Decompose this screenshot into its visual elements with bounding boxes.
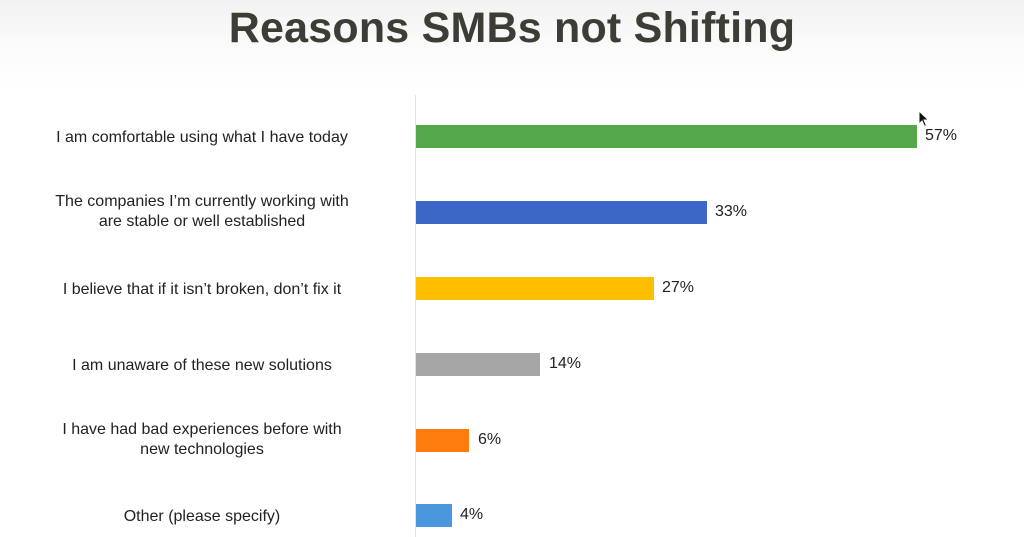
category-label: Other (please specify) bbox=[2, 507, 402, 527]
chart-title: Reasons SMBs not Shifting bbox=[228, 4, 796, 52]
value-label: 33% bbox=[715, 203, 748, 220]
value-label: 6% bbox=[478, 431, 502, 448]
bar-comfortable bbox=[416, 125, 917, 148]
bar-row: I have had bad experiences before with n… bbox=[0, 421, 1024, 458]
category-label-line: Other (please specify) bbox=[123, 508, 281, 525]
y-axis-line bbox=[415, 95, 416, 537]
bar-stable-companies bbox=[416, 201, 707, 224]
bar-not-broken bbox=[416, 277, 654, 300]
category-label: I believe that if it isn’t broken, don’t… bbox=[2, 280, 402, 300]
value-label: 14% bbox=[549, 355, 582, 372]
category-label-line: I believe that if it isn’t broken, don’t… bbox=[62, 281, 342, 298]
category-label-line: new technologies bbox=[140, 441, 264, 458]
value-label: 57% bbox=[925, 127, 958, 144]
bar-row: I am unaware of these new solutions 14% bbox=[0, 353, 1024, 377]
category-label-line: are stable or well established bbox=[98, 213, 306, 230]
category-label-line: I have had bad experiences before with bbox=[62, 421, 342, 438]
category-label: I am comfortable using what I have today bbox=[2, 128, 402, 148]
category-label-line: The companies I’m currently working with bbox=[55, 193, 349, 210]
bar-row: The companies I’m currently working with… bbox=[0, 193, 1024, 230]
category-label-line: I am comfortable using what I have today bbox=[56, 129, 348, 146]
bar-unaware bbox=[416, 353, 540, 376]
category-label: I have had bad experiences before with n… bbox=[2, 420, 402, 460]
bar-bad-experiences bbox=[416, 429, 469, 452]
value-label: 4% bbox=[460, 506, 484, 523]
category-label: The companies I’m currently working with… bbox=[2, 192, 402, 232]
bar-other bbox=[416, 504, 452, 527]
value-label: 27% bbox=[662, 279, 695, 296]
bar-row: Other (please specify) 4% bbox=[0, 504, 1024, 528]
bar-row: I believe that if it isn’t broken, don’t… bbox=[0, 277, 1024, 301]
category-label-line: I am unaware of these new solutions bbox=[72, 357, 332, 374]
category-label: I am unaware of these new solutions bbox=[2, 356, 402, 376]
bar-row: I am comfortable using what I have today… bbox=[0, 125, 1024, 149]
